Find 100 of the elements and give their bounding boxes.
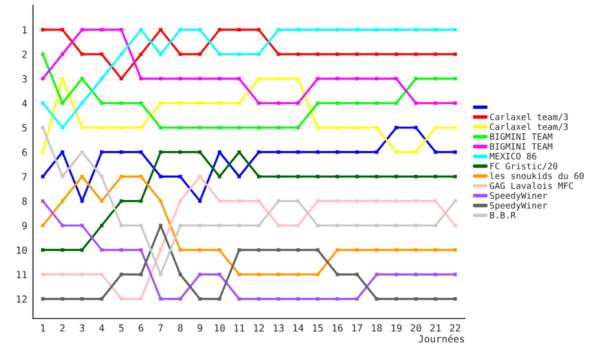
point [453, 150, 457, 154]
point [198, 101, 202, 105]
point [336, 174, 340, 178]
x-tick-label: 7 [158, 324, 163, 332]
point [276, 52, 280, 56]
point [158, 297, 162, 301]
point [178, 199, 182, 203]
point [237, 199, 241, 203]
x-axis-title: Journées [418, 334, 464, 342]
point [257, 76, 261, 80]
point [374, 199, 378, 203]
point [374, 76, 378, 80]
point [178, 297, 182, 301]
y-tick-label: 5 [22, 124, 27, 132]
point [178, 272, 182, 276]
point [276, 150, 280, 154]
point [60, 150, 64, 154]
point [120, 126, 124, 130]
point [100, 52, 104, 56]
x-tick-label: 8 [178, 324, 183, 332]
point [374, 174, 378, 178]
y-tick-label: 1 [22, 26, 27, 34]
point [414, 101, 418, 105]
point [296, 174, 300, 178]
point [158, 272, 162, 276]
point [41, 248, 45, 252]
point [336, 248, 340, 252]
point [257, 101, 261, 105]
point [218, 126, 222, 130]
point [198, 76, 202, 80]
point [80, 248, 84, 252]
point [453, 272, 457, 276]
point [394, 174, 398, 178]
point [453, 199, 457, 203]
point [276, 28, 280, 32]
point [178, 52, 182, 56]
point [60, 52, 64, 56]
point [80, 272, 84, 276]
point [394, 101, 398, 105]
point [316, 101, 320, 105]
point [120, 101, 124, 105]
point [80, 28, 84, 32]
legend-label: FC Gristic/20 [490, 162, 558, 170]
point [414, 297, 418, 301]
point [414, 28, 418, 32]
point [198, 52, 202, 56]
x-tick-label: 12 [254, 324, 264, 332]
y-tick-label: 11 [16, 271, 27, 278]
point [60, 76, 64, 80]
point [178, 28, 182, 32]
point [178, 248, 182, 252]
y-tick-label: 12 [16, 295, 27, 303]
point [453, 248, 457, 252]
point [60, 199, 64, 203]
point [453, 174, 457, 178]
y-tick-label: 3 [22, 75, 27, 83]
point [257, 272, 261, 276]
point [158, 101, 162, 105]
point [276, 297, 280, 301]
point [237, 101, 241, 105]
point [198, 248, 202, 252]
point [41, 126, 45, 130]
point [257, 150, 261, 154]
point [178, 150, 182, 154]
x-tick-label: 2 [60, 324, 65, 332]
point [316, 297, 320, 301]
point [336, 199, 340, 203]
point [257, 248, 261, 252]
x-tick-label: 18 [372, 324, 382, 332]
point [336, 76, 340, 80]
point [41, 297, 45, 301]
point [394, 199, 398, 203]
legend-label: MEXICO 86 [490, 152, 536, 160]
point [336, 272, 340, 276]
point [336, 150, 340, 154]
x-tick-label: 15 [313, 324, 323, 332]
y-tick-label: 9 [22, 222, 27, 230]
point [120, 199, 124, 203]
point [41, 150, 45, 154]
point [100, 101, 104, 105]
point [394, 52, 398, 56]
point [60, 272, 64, 276]
point [100, 174, 104, 178]
point [257, 174, 261, 178]
legend-label: Carlaxel team/3 [490, 113, 568, 121]
point [434, 28, 438, 32]
point [374, 297, 378, 301]
point [276, 199, 280, 203]
point [100, 76, 104, 80]
point [453, 101, 457, 105]
point [237, 52, 241, 56]
point [120, 76, 124, 80]
point [394, 28, 398, 32]
point [120, 174, 124, 178]
legend-label: SpeedyWiner [490, 192, 548, 201]
point [276, 174, 280, 178]
point [218, 101, 222, 105]
point [41, 101, 45, 105]
point [374, 150, 378, 154]
x-tick-label: 19 [392, 324, 402, 332]
